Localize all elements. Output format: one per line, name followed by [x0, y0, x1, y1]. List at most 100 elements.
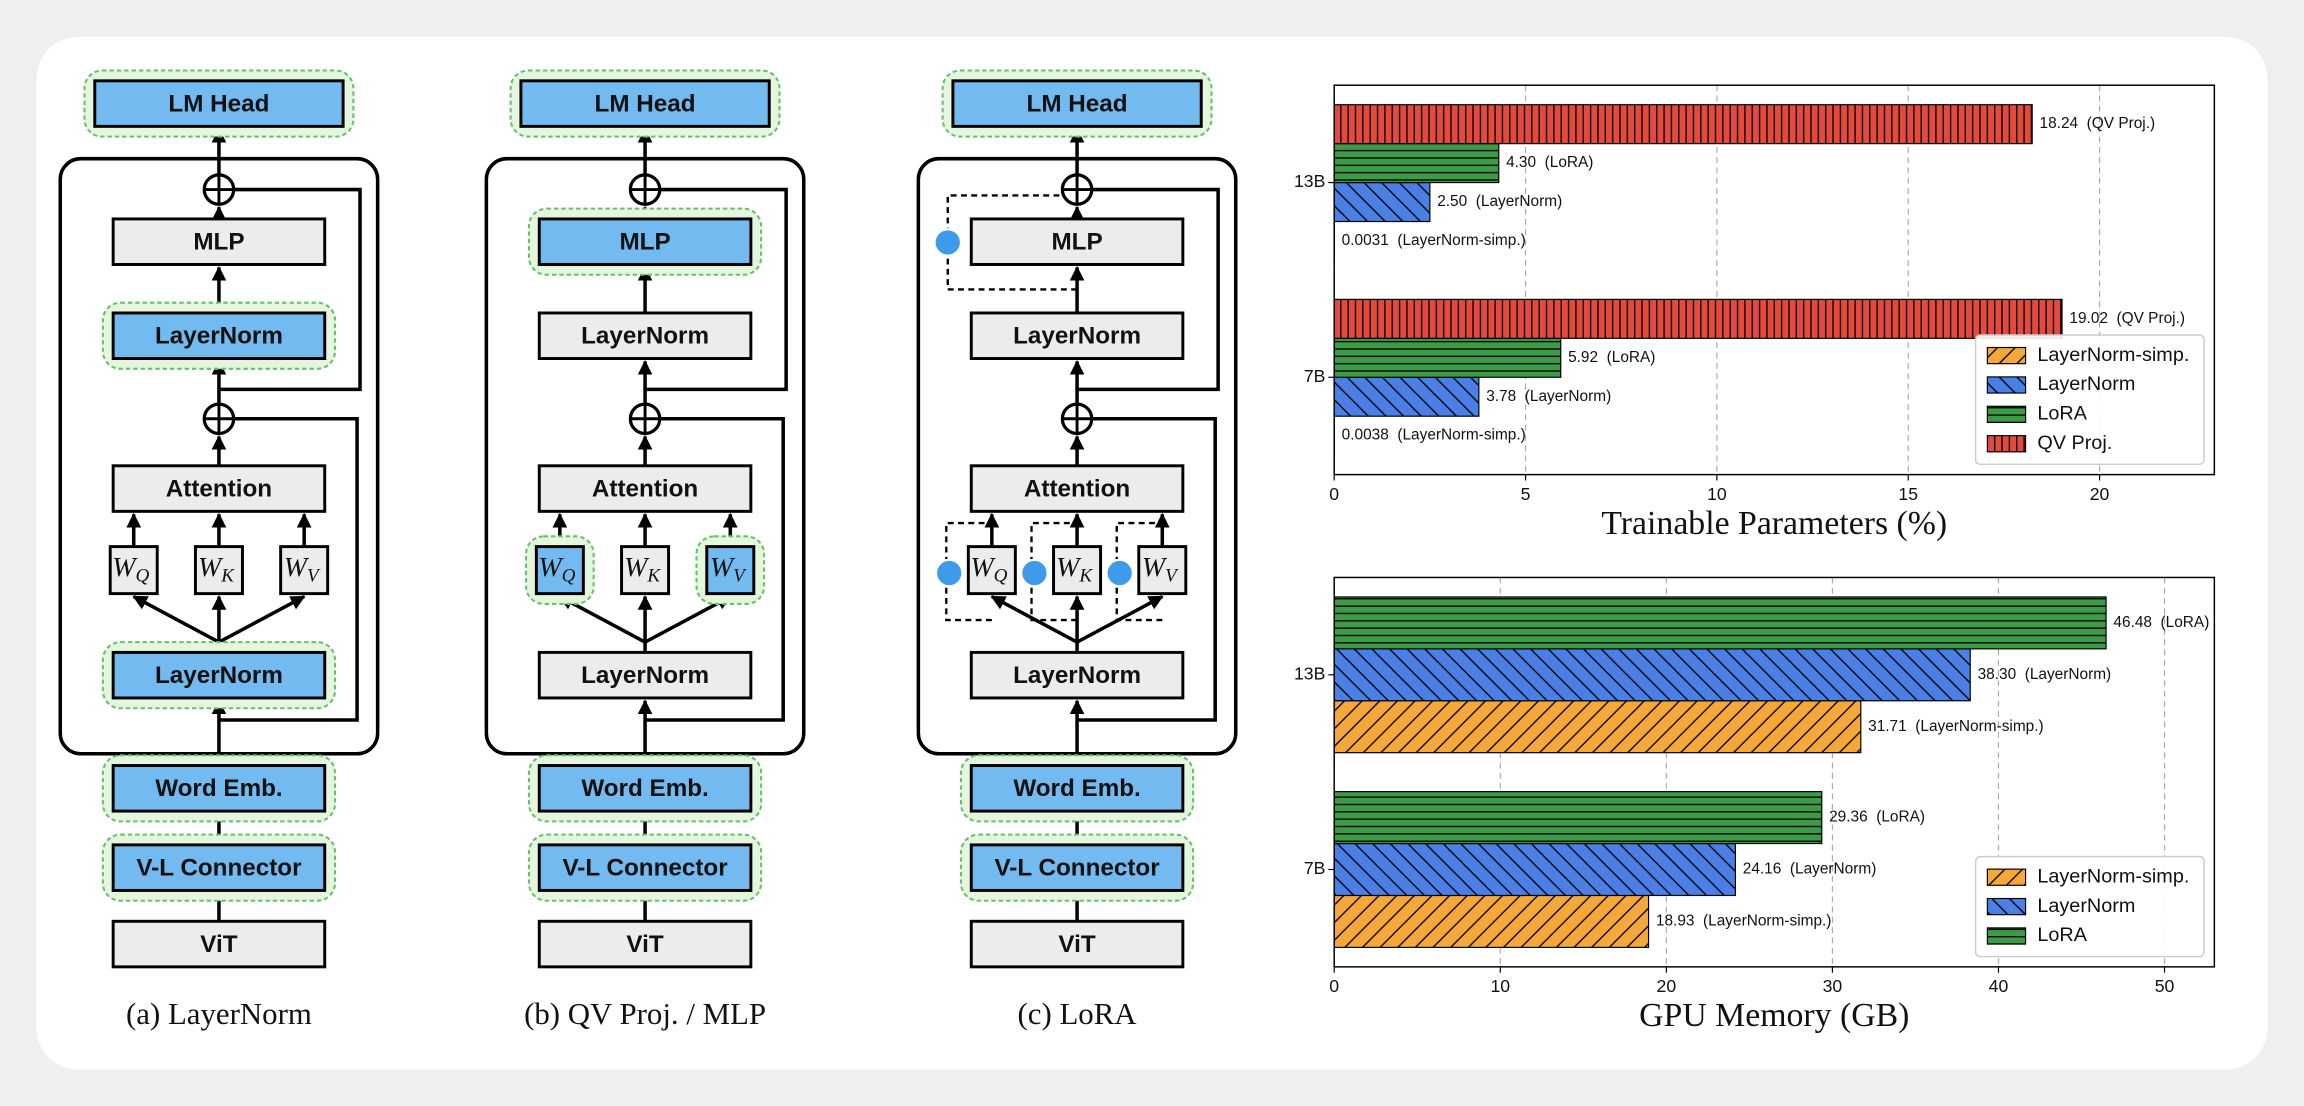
module-box	[537, 311, 753, 360]
legend-swatch	[1986, 405, 2027, 424]
residual-line	[1077, 187, 1220, 392]
bar	[1333, 337, 1562, 378]
x-tick-label: 20	[2090, 484, 2110, 504]
module-box	[111, 843, 327, 892]
module-box	[279, 545, 330, 596]
value-label: 18.93 (LayerNorm-simp.)	[1656, 912, 1832, 929]
module-label: LayerNorm	[155, 662, 283, 689]
weight-symbol: W	[1142, 553, 1168, 584]
x-tick-label: 10	[1707, 484, 1727, 504]
legend-swatch	[1986, 435, 2027, 453]
axes-frame	[1333, 576, 2216, 968]
legend-frame	[1974, 334, 2205, 466]
x-tick-label: 5	[1521, 484, 1531, 504]
module-box	[969, 217, 1185, 266]
residual-line	[218, 187, 362, 392]
weight-subscript: V	[307, 566, 321, 587]
weight-label: WQ	[112, 553, 149, 587]
module-box	[969, 464, 1185, 513]
module-box	[111, 650, 327, 700]
module-box	[537, 843, 753, 892]
residual-line	[1077, 417, 1217, 722]
value-label: 4.30 (LoRA)	[1506, 154, 1593, 171]
bar	[1333, 104, 2033, 145]
x-tick-label: 0	[1329, 976, 1339, 996]
x-axis-label: Trainable Parameters (%)	[1601, 505, 1947, 542]
weight-subscript: K	[646, 566, 661, 587]
module-label: Word Emb.	[155, 775, 282, 802]
bar	[1333, 894, 1650, 948]
value-label: 18.24 (QV Proj.)	[2040, 115, 2156, 132]
module-label: LayerNorm	[1013, 323, 1141, 350]
module-label: Word Emb.	[1013, 775, 1140, 802]
module-label: ViT	[626, 931, 663, 958]
bar	[1333, 791, 1823, 845]
legend-label: LayerNorm	[2037, 373, 2135, 395]
weight-subscript: K	[220, 566, 235, 587]
diagram: LM Head MLP LayerNorm Attention LayerNorm Wor…	[484, 69, 806, 1031]
bar	[1333, 842, 1737, 897]
module-box	[111, 311, 327, 360]
arrow	[218, 595, 306, 644]
module-box	[534, 545, 585, 596]
bar	[1333, 700, 1862, 754]
weight-symbol: W	[112, 553, 138, 584]
module-box	[111, 764, 327, 813]
caption: (a) LayerNorm	[126, 997, 312, 1031]
module-box	[519, 79, 771, 128]
legend-swatch	[1986, 868, 2027, 886]
module-box	[537, 464, 753, 513]
module-box	[1052, 545, 1103, 596]
weight-label: WV	[284, 553, 321, 587]
module-box	[93, 79, 345, 128]
module-box	[537, 764, 753, 813]
weight-label: WK	[624, 553, 661, 587]
weight-symbol: W	[1056, 553, 1082, 584]
lora-adapter	[1020, 558, 1049, 588]
weight-symbol: W	[624, 553, 650, 584]
legend-swatch	[1986, 376, 2027, 394]
sum-cross	[1062, 174, 1092, 205]
value-label: 29.36 (LoRA)	[1829, 809, 1925, 826]
x-tick-label: 20	[1657, 976, 1677, 996]
value-label: 0.0031 (LayerNorm-simp.)	[1342, 232, 1526, 249]
module-box	[111, 919, 327, 969]
sum-cross	[630, 174, 660, 205]
y-tick-label: 7B	[1304, 858, 1326, 878]
value-label: 2.50 (LayerNorm)	[1437, 193, 1562, 210]
module-box	[969, 843, 1185, 892]
legend-label: LoRA	[2037, 924, 2087, 946]
weight-subscript: V	[1165, 566, 1179, 587]
legend-label: QV Proj.	[2037, 432, 2112, 454]
weight-symbol: W	[710, 553, 736, 584]
bar	[1333, 376, 1480, 417]
value-label: 3.78 (LayerNorm)	[1486, 388, 1611, 405]
sum-cross	[204, 404, 234, 434]
value-label: 31.71 (LayerNorm-simp.)	[1868, 718, 2044, 735]
arrow	[132, 595, 220, 644]
legend-swatch	[1986, 346, 2027, 365]
diagram: LM Head MLP LayerNorm Attention LayerNorm Wor…	[916, 69, 1238, 1031]
module-box	[951, 79, 1203, 128]
value-label: 0.0038 (LayerNorm-simp.)	[1342, 427, 1526, 444]
bar	[1333, 596, 2107, 650]
legend-label: LayerNorm	[2037, 895, 2135, 917]
legend-swatch	[1986, 897, 2027, 916]
module-label: V-L Connector	[994, 855, 1160, 882]
legend: LayerNorm-simp. LayerNorm LoRA	[1974, 855, 2205, 958]
bar	[1333, 181, 1431, 223]
lora-adapter	[934, 558, 964, 588]
axes-frame	[1333, 84, 2216, 476]
weight-label: WQ	[970, 553, 1007, 587]
module-label: Attention	[592, 475, 698, 502]
weight-label: WK	[198, 553, 235, 587]
module-box	[111, 217, 327, 266]
weight-symbol: W	[284, 553, 310, 584]
weight-subscript: Q	[562, 566, 576, 587]
bar	[1333, 648, 1971, 702]
module-label: LayerNorm	[155, 323, 283, 350]
x-tick-label: 30	[1823, 976, 1843, 996]
value-label: 46.48 (LoRA)	[2113, 614, 2209, 631]
x-tick-label: 0	[1329, 484, 1339, 504]
x-axis-label: GPU Memory (GB)	[1639, 997, 1909, 1034]
